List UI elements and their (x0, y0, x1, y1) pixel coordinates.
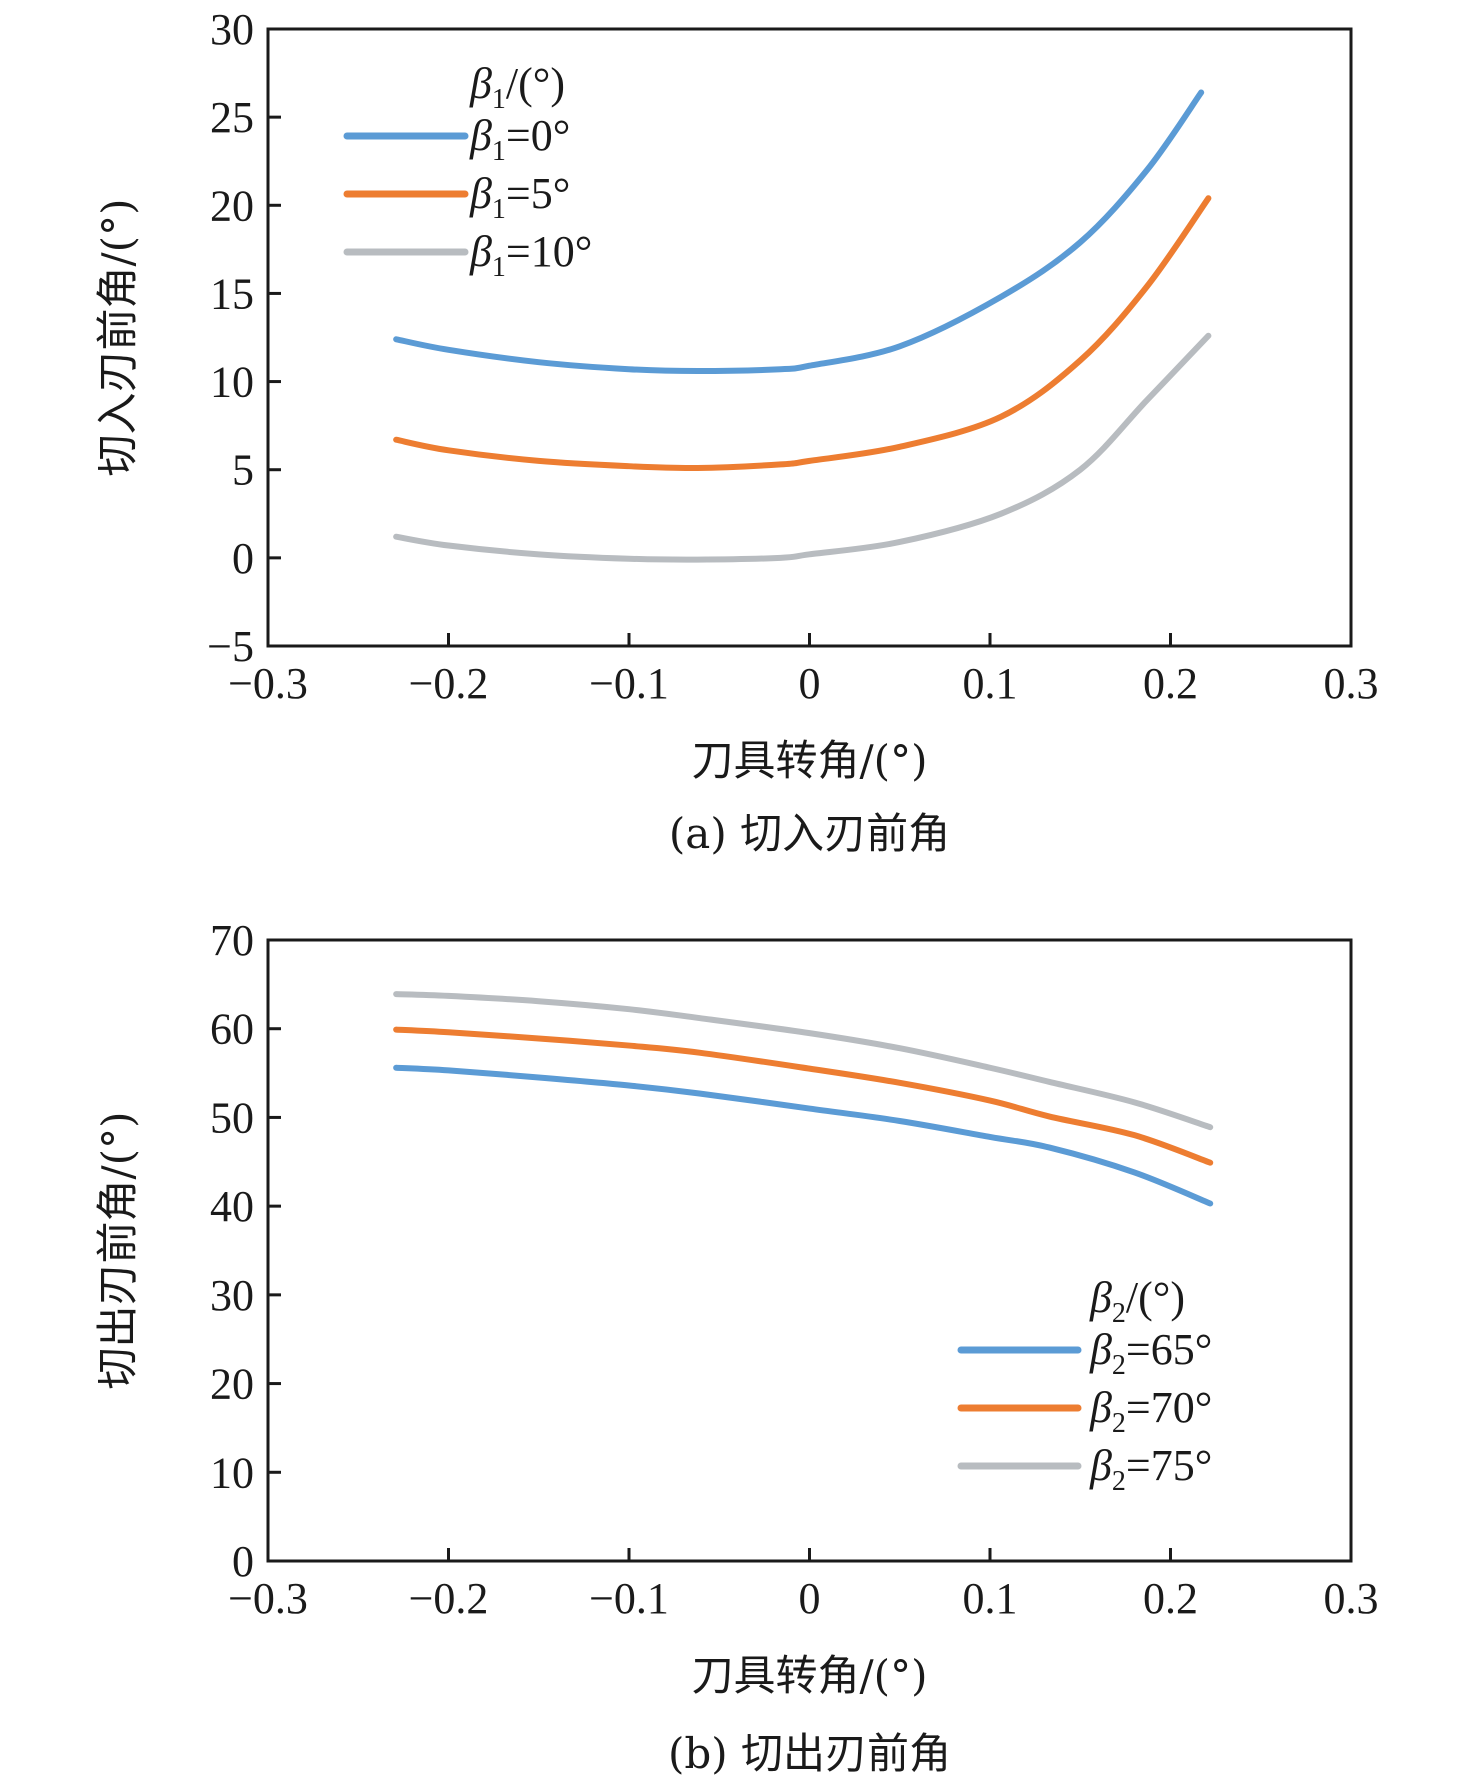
y-tick-label: 5 (232, 446, 254, 495)
y-tick-label: 30 (210, 5, 254, 54)
panel-b-x-ticks: −0.3 −0.2 −0.1 0 0.1 0.2 0.3 (228, 1548, 1379, 1623)
panel-a-x-axis-label: 刀具转角/(°) (692, 736, 928, 785)
panel-a-chart: −5 0 5 10 15 20 25 30 −0.3 −0.2 −0.1 0 0.1 0.2 0.3 β1… (93, 5, 1379, 858)
panel-a-series (393, 89, 1212, 563)
y-tick-label: 20 (210, 181, 254, 230)
y-tick-label: 0 (232, 534, 254, 583)
legend-entry-label: β1=10° (469, 227, 592, 283)
series-line-β1=5° (393, 195, 1212, 472)
panel-b-series (393, 991, 1214, 1207)
y-tick-label: 40 (210, 1182, 254, 1231)
series-line-β2=75° (393, 991, 1214, 1131)
y-tick-label: 70 (210, 916, 254, 965)
x-tick-label: 0.2 (1143, 1574, 1198, 1623)
legend-entry-label: β1=0° (469, 111, 570, 167)
series-line-β2=65° (393, 1064, 1214, 1207)
y-tick-label: 20 (210, 1360, 254, 1409)
panel-b-y-ticks: 0 10 20 30 40 50 60 70 (210, 916, 281, 1586)
panel-b-chart: 0 10 20 30 40 50 60 70 −0.3 −0.2 −0.1 0 0.1 0.2 0.3 β… (93, 916, 1379, 1778)
x-tick-label: 0.3 (1324, 1574, 1379, 1623)
series-line-β1=10° (393, 332, 1212, 563)
x-tick-label: −0.3 (228, 1574, 308, 1623)
series-line-β2=70° (393, 1026, 1214, 1166)
x-tick-label: 0.1 (963, 659, 1018, 708)
y-tick-label: 30 (210, 1271, 254, 1320)
legend-title: β2/(°) (1089, 1273, 1185, 1329)
panel-a-legend: β1/(°)β1=0°β1=5°β1=10° (343, 59, 592, 283)
x-tick-label: −0.2 (409, 1574, 489, 1623)
panel-b-x-axis-label: 刀具转角/(°) (692, 1651, 928, 1700)
x-tick-label: 0.2 (1143, 659, 1198, 708)
panel-a-y-ticks: −5 0 5 10 15 20 25 30 (207, 5, 281, 671)
y-tick-label: 60 (210, 1005, 254, 1054)
y-tick-label: 10 (210, 1448, 254, 1497)
legend-entry-label: β2=65° (1089, 1325, 1212, 1381)
x-tick-label: −0.1 (589, 1574, 669, 1623)
legend-entry-label: β2=70° (1089, 1383, 1212, 1439)
y-tick-label: −5 (207, 622, 254, 671)
panel-a-caption: (a) 切入刃前角 (669, 809, 950, 858)
y-tick-label: 10 (210, 358, 254, 407)
y-tick-label: 50 (210, 1093, 254, 1142)
x-tick-label: −0.2 (409, 659, 489, 708)
x-tick-label: 0.1 (963, 1574, 1018, 1623)
panel-a-y-axis-label: 切入刃前角/(°) (93, 199, 142, 477)
legend-entry-label: β2=75° (1089, 1441, 1212, 1497)
panel-a-x-ticks: −0.3 −0.2 −0.1 0 0.1 0.2 0.3 (228, 633, 1379, 708)
series-line-β1=0° (393, 89, 1205, 374)
x-tick-label: 0 (799, 659, 821, 708)
y-tick-label: 15 (210, 269, 254, 318)
panel-b-legend: β2/(°)β2=65°β2=70°β2=75° (957, 1273, 1212, 1497)
x-tick-label: −0.1 (589, 659, 669, 708)
y-tick-label: 25 (210, 93, 254, 142)
legend-title: β1/(°) (469, 59, 565, 115)
x-tick-label: −0.3 (228, 659, 308, 708)
x-tick-label: 0.3 (1324, 659, 1379, 708)
legend-entry-label: β1=5° (469, 169, 570, 225)
y-tick-label: 0 (232, 1537, 254, 1586)
x-tick-label: 0 (799, 1574, 821, 1623)
panel-b-y-axis-label: 切出刃前角/(°) (93, 1112, 142, 1390)
panel-b-caption: (b) 切出刃前角 (668, 1729, 951, 1778)
